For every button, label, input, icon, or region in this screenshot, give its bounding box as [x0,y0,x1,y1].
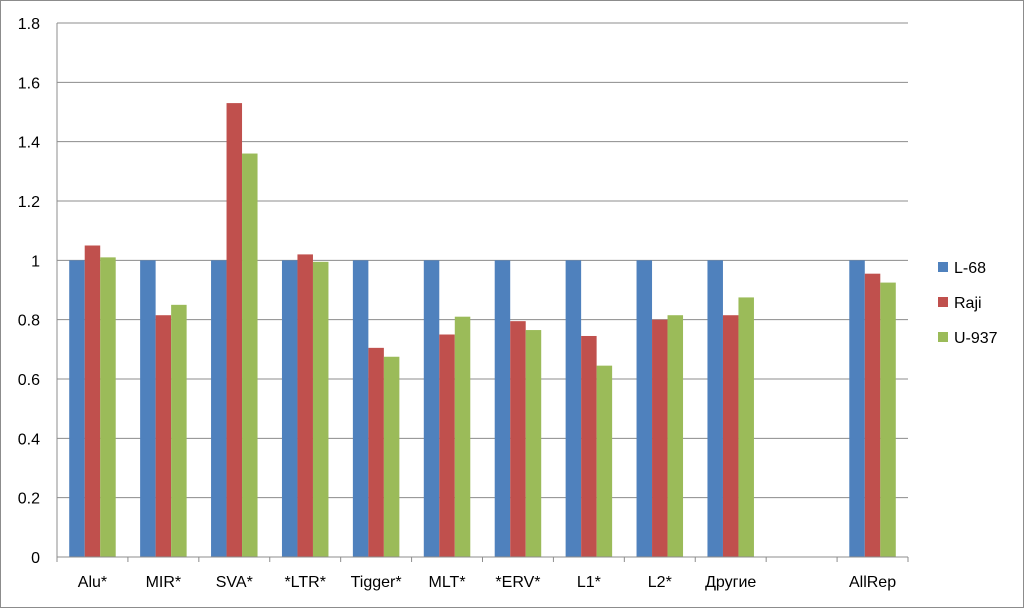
bar-u-937-6 [525,330,542,557]
bar-u-937-0 [100,257,116,557]
bar-raji-11 [864,273,881,557]
x-tick-labels: Alu* MIR* SVA* *LTR* Tigger* MLT* *ERV* L1* L2* Д… [78,574,896,591]
bars [69,103,896,558]
x-tick-label: L1* [577,574,601,591]
y-tick-label: 0 [31,550,40,567]
bar-raji-8 [652,319,668,557]
y-tick-label: 1.6 [18,75,40,92]
bar-u-937-4 [383,356,400,557]
bar-raji-3 [297,254,313,557]
legend-swatch-raji [938,297,948,307]
legend-swatch-u-937 [938,332,948,342]
bar-l-68-2 [211,260,227,557]
x-tick-label: AllRep [849,574,896,591]
bar-l-68-3 [281,260,298,557]
bar-u-937-8 [667,315,684,557]
bar-u-937-5 [454,316,471,557]
y-tick-label: 1.8 [18,16,40,33]
y-tick-label: 1.2 [18,194,40,211]
x-tick-label: MLT* [429,574,466,591]
x-tick-label: *ERV* [495,574,540,591]
bar-u-937-3 [312,261,329,557]
bar-u-937-9 [738,297,754,557]
bar-raji-9 [722,315,739,557]
y-tick-label: 0.8 [18,313,40,330]
bar-l-68-1 [140,260,156,557]
x-tick-label: SVA* [216,574,253,591]
bar-u-937-1 [171,304,187,557]
bar-raji-5 [439,334,455,557]
bar-l-68-0 [69,260,85,557]
x-tick-label: Другие [705,574,756,591]
x-tick-label: *LTR* [284,574,326,591]
bar-raji-0 [84,245,101,557]
legend-label: Raji [954,295,982,312]
bar-l-68-5 [423,260,440,557]
bar-l-68-11 [849,260,865,557]
legend-swatch-l-68 [938,262,948,272]
bar-raji-7 [581,335,597,557]
legend-label: L-68 [954,260,986,277]
y-tick-label: 0.2 [18,491,40,508]
x-tick-label: MIR* [146,574,182,591]
bar-raji-6 [510,321,526,557]
x-tick-label: Tigger* [351,574,402,591]
bar-u-937-11 [880,282,896,557]
y-tick-label: 1 [31,253,40,270]
legend: L-68 Raji U-937 [938,260,998,347]
y-tick-label: 0.4 [18,431,40,448]
x-tick-label: Alu* [78,574,107,591]
bar-u-937-2 [242,153,258,558]
bar-l-68-8 [636,260,653,557]
bar-l-68-6 [494,260,511,557]
bar-l-68-7 [565,260,582,557]
bar-raji-2 [226,103,243,557]
bar-l-68-4 [352,260,369,557]
axes [56,23,909,562]
y-tick-labels: 0 0.2 0.4 0.6 0.8 1 1.2 1.4 1.6 1.8 [18,16,40,567]
y-tick-label: 1.4 [18,135,40,152]
bar-u-937-7 [596,365,613,557]
y-tick-label: 0.6 [18,372,40,389]
legend-label: U-937 [954,330,998,347]
x-tick-label: L2* [648,574,672,591]
gridlines [57,22,908,499]
bar-raji-1 [155,315,172,557]
bar-l-68-9 [707,260,723,557]
bar-raji-4 [368,347,384,557]
